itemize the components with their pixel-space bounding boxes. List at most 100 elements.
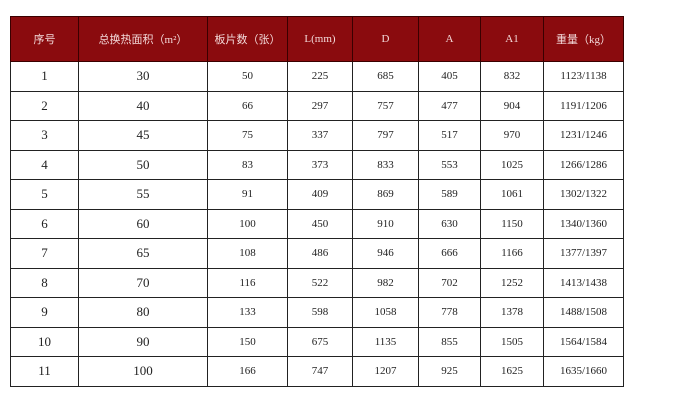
spec-table: 序号 总换热面积（m²） 板片数（张） L(mm) D A A1 重量（kg） 1 30 50 22… xyxy=(10,16,624,387)
table-cell: 90 xyxy=(78,326,208,357)
table-cell: 630 xyxy=(418,208,481,239)
table-cell: 100 xyxy=(78,356,208,387)
column-header: 序号 xyxy=(10,16,79,62)
table-cell: 1635/1660 xyxy=(543,356,624,387)
column-header: D xyxy=(352,16,419,62)
table-row: 5 55 91 409 869 589 1061 1302/1322 xyxy=(10,179,624,210)
table-cell: 75 xyxy=(207,120,288,151)
table-cell: 904 xyxy=(480,90,544,121)
table-cell: 869 xyxy=(352,179,419,210)
table-cell: 60 xyxy=(78,208,208,239)
table-cell: 1302/1322 xyxy=(543,179,624,210)
table-cell: 80 xyxy=(78,297,208,328)
table-cell: 1207 xyxy=(352,356,419,387)
table-row: 8 70 116 522 982 702 1252 1413/1438 xyxy=(10,267,624,298)
table-cell: 685 xyxy=(352,61,419,92)
table-cell: 553 xyxy=(418,149,481,180)
table-cell: 70 xyxy=(78,267,208,298)
column-header: L(mm) xyxy=(287,16,353,62)
table-cell: 40 xyxy=(78,90,208,121)
column-header: A1 xyxy=(480,16,544,62)
table-cell: 166 xyxy=(207,356,288,387)
column-header: 总换热面积（m²） xyxy=(78,16,208,62)
table-cell: 925 xyxy=(418,356,481,387)
table-cell: 150 xyxy=(207,326,288,357)
table-cell: 1191/1206 xyxy=(543,90,624,121)
table-cell: 486 xyxy=(287,238,353,269)
table-cell: 589 xyxy=(418,179,481,210)
header-row: 序号 总换热面积（m²） 板片数（张） L(mm) D A A1 重量（kg） xyxy=(10,16,624,62)
table-cell: 1061 xyxy=(480,179,544,210)
table-cell: 133 xyxy=(207,297,288,328)
table-cell: 450 xyxy=(287,208,353,239)
table-cell: 855 xyxy=(418,326,481,357)
table-cell: 50 xyxy=(78,149,208,180)
table-cell: 1058 xyxy=(352,297,419,328)
table-cell: 225 xyxy=(287,61,353,92)
table-cell: 9 xyxy=(10,297,79,328)
table-row: 6 60 100 450 910 630 1150 1340/1360 xyxy=(10,208,624,239)
table-row: 4 50 83 373 833 553 1025 1266/1286 xyxy=(10,149,624,180)
table-cell: 1266/1286 xyxy=(543,149,624,180)
table-cell: 116 xyxy=(207,267,288,298)
table-cell: 50 xyxy=(207,61,288,92)
table-cell: 409 xyxy=(287,179,353,210)
table-row: 1 30 50 225 685 405 832 1123/1138 xyxy=(10,61,624,92)
table-cell: 100 xyxy=(207,208,288,239)
table-cell: 1340/1360 xyxy=(543,208,624,239)
table-cell: 666 xyxy=(418,238,481,269)
table-cell: 1377/1397 xyxy=(543,238,624,269)
table-row: 7 65 108 486 946 666 1166 1377/1397 xyxy=(10,238,624,269)
table-cell: 4 xyxy=(10,149,79,180)
table-cell: 1123/1138 xyxy=(543,61,624,92)
table-cell: 405 xyxy=(418,61,481,92)
table-cell: 833 xyxy=(352,149,419,180)
table-cell: 910 xyxy=(352,208,419,239)
table-cell: 598 xyxy=(287,297,353,328)
table-cell: 1505 xyxy=(480,326,544,357)
table-cell: 832 xyxy=(480,61,544,92)
column-header: 重量（kg） xyxy=(543,16,624,62)
table-cell: 522 xyxy=(287,267,353,298)
table-cell: 702 xyxy=(418,267,481,298)
table-cell: 30 xyxy=(78,61,208,92)
table-cell: 373 xyxy=(287,149,353,180)
table-cell: 1166 xyxy=(480,238,544,269)
table-cell: 1150 xyxy=(480,208,544,239)
table-cell: 1 xyxy=(10,61,79,92)
table-cell: 1564/1584 xyxy=(543,326,624,357)
table-cell: 65 xyxy=(78,238,208,269)
table-cell: 1135 xyxy=(352,326,419,357)
column-header: A xyxy=(418,16,481,62)
table-cell: 982 xyxy=(352,267,419,298)
table-cell: 1378 xyxy=(480,297,544,328)
table-cell: 3 xyxy=(10,120,79,151)
table-cell: 778 xyxy=(418,297,481,328)
table-cell: 2 xyxy=(10,90,79,121)
table-cell: 1413/1438 xyxy=(543,267,624,298)
table-cell: 66 xyxy=(207,90,288,121)
table-cell: 1231/1246 xyxy=(543,120,624,151)
table-cell: 1252 xyxy=(480,267,544,298)
column-header: 板片数（张） xyxy=(207,16,288,62)
table-cell: 11 xyxy=(10,356,79,387)
table-cell: 45 xyxy=(78,120,208,151)
table-cell: 1625 xyxy=(480,356,544,387)
table-cell: 108 xyxy=(207,238,288,269)
table-cell: 10 xyxy=(10,326,79,357)
table-cell: 6 xyxy=(10,208,79,239)
table-cell: 517 xyxy=(418,120,481,151)
table-cell: 797 xyxy=(352,120,419,151)
table-cell: 83 xyxy=(207,149,288,180)
table-cell: 675 xyxy=(287,326,353,357)
table-cell: 477 xyxy=(418,90,481,121)
table-cell: 747 xyxy=(287,356,353,387)
table-row: 3 45 75 337 797 517 970 1231/1246 xyxy=(10,120,624,151)
table-row: 9 80 133 598 1058 778 1378 1488/1508 xyxy=(10,297,624,328)
table-cell: 1488/1508 xyxy=(543,297,624,328)
table-cell: 337 xyxy=(287,120,353,151)
table-cell: 757 xyxy=(352,90,419,121)
table-cell: 946 xyxy=(352,238,419,269)
table-row: 2 40 66 297 757 477 904 1191/1206 xyxy=(10,90,624,121)
table-cell: 55 xyxy=(78,179,208,210)
